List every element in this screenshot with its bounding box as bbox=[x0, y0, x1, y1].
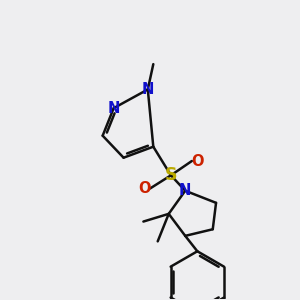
Text: O: O bbox=[191, 154, 204, 169]
Text: O: O bbox=[138, 181, 151, 196]
Text: N: N bbox=[179, 183, 191, 198]
Text: N: N bbox=[142, 82, 154, 97]
Text: N: N bbox=[107, 101, 120, 116]
Text: S: S bbox=[165, 166, 177, 184]
